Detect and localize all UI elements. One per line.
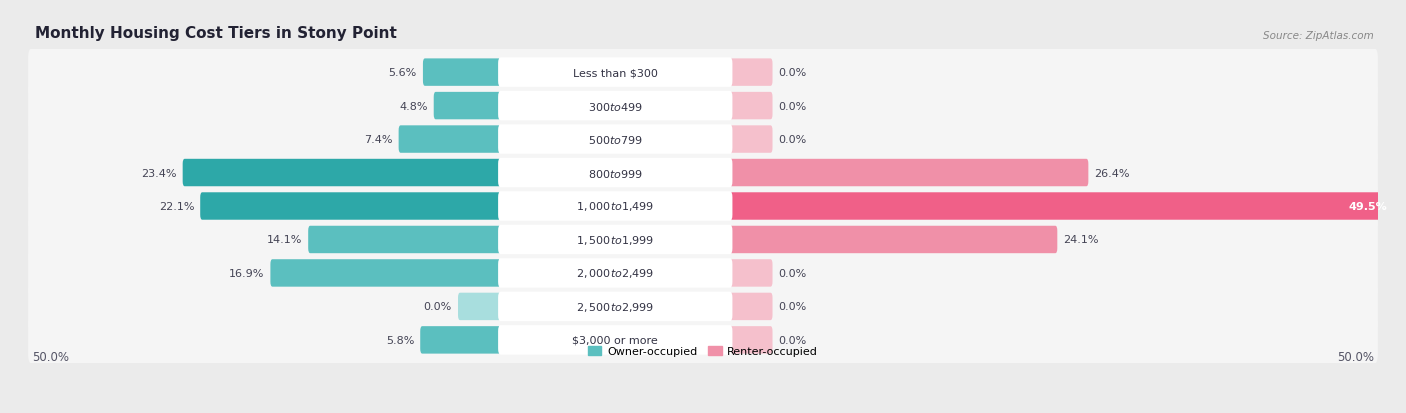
Text: 4.8%: 4.8% <box>399 101 427 112</box>
Text: 5.6%: 5.6% <box>388 68 416 78</box>
FancyBboxPatch shape <box>423 59 502 87</box>
FancyBboxPatch shape <box>728 93 772 120</box>
FancyBboxPatch shape <box>28 183 1378 230</box>
FancyBboxPatch shape <box>498 159 733 188</box>
Legend: Owner-occupied, Renter-occupied: Owner-occupied, Renter-occupied <box>583 342 823 361</box>
FancyBboxPatch shape <box>498 259 733 288</box>
FancyBboxPatch shape <box>433 93 502 120</box>
Text: $2,000 to $2,499: $2,000 to $2,499 <box>576 267 654 280</box>
FancyBboxPatch shape <box>728 193 1400 220</box>
Text: 23.4%: 23.4% <box>141 168 177 178</box>
FancyBboxPatch shape <box>728 260 772 287</box>
Text: 50.0%: 50.0% <box>1337 351 1374 363</box>
Text: $500 to $799: $500 to $799 <box>588 134 643 146</box>
FancyBboxPatch shape <box>498 292 733 321</box>
FancyBboxPatch shape <box>28 316 1378 364</box>
FancyBboxPatch shape <box>498 58 733 88</box>
Text: 26.4%: 26.4% <box>1094 168 1130 178</box>
FancyBboxPatch shape <box>498 125 733 154</box>
Text: 0.0%: 0.0% <box>779 101 807 112</box>
FancyBboxPatch shape <box>728 226 1057 254</box>
FancyBboxPatch shape <box>498 192 733 221</box>
Text: 14.1%: 14.1% <box>267 235 302 245</box>
FancyBboxPatch shape <box>728 293 772 320</box>
FancyBboxPatch shape <box>498 92 733 121</box>
FancyBboxPatch shape <box>728 159 1088 187</box>
FancyBboxPatch shape <box>420 326 502 354</box>
Text: 22.1%: 22.1% <box>159 202 194 211</box>
Text: Less than $300: Less than $300 <box>572 68 658 78</box>
Text: 0.0%: 0.0% <box>779 335 807 345</box>
FancyBboxPatch shape <box>308 226 502 254</box>
Text: $2,500 to $2,999: $2,500 to $2,999 <box>576 300 654 313</box>
FancyBboxPatch shape <box>200 193 502 220</box>
FancyBboxPatch shape <box>28 149 1378 197</box>
Text: 16.9%: 16.9% <box>229 268 264 278</box>
Text: 0.0%: 0.0% <box>779 301 807 312</box>
Text: 0.0%: 0.0% <box>779 68 807 78</box>
FancyBboxPatch shape <box>28 116 1378 164</box>
FancyBboxPatch shape <box>399 126 502 153</box>
Text: Source: ZipAtlas.com: Source: ZipAtlas.com <box>1263 31 1374 41</box>
FancyBboxPatch shape <box>183 159 502 187</box>
FancyBboxPatch shape <box>458 293 502 320</box>
FancyBboxPatch shape <box>28 249 1378 297</box>
FancyBboxPatch shape <box>728 326 772 354</box>
Text: $800 to $999: $800 to $999 <box>588 167 643 179</box>
FancyBboxPatch shape <box>28 82 1378 131</box>
FancyBboxPatch shape <box>498 225 733 254</box>
Text: 49.5%: 49.5% <box>1348 202 1388 211</box>
Text: 0.0%: 0.0% <box>423 301 451 312</box>
FancyBboxPatch shape <box>270 260 502 287</box>
FancyBboxPatch shape <box>728 126 772 153</box>
Text: $1,000 to $1,499: $1,000 to $1,499 <box>576 200 654 213</box>
Text: $1,500 to $1,999: $1,500 to $1,999 <box>576 233 654 247</box>
Text: $300 to $499: $300 to $499 <box>588 100 643 112</box>
Text: 50.0%: 50.0% <box>32 351 69 363</box>
Text: Monthly Housing Cost Tiers in Stony Point: Monthly Housing Cost Tiers in Stony Poin… <box>35 26 396 41</box>
Text: 5.8%: 5.8% <box>385 335 415 345</box>
Text: 0.0%: 0.0% <box>779 268 807 278</box>
Text: 0.0%: 0.0% <box>779 135 807 145</box>
FancyBboxPatch shape <box>728 59 772 87</box>
FancyBboxPatch shape <box>28 49 1378 97</box>
Text: 7.4%: 7.4% <box>364 135 392 145</box>
FancyBboxPatch shape <box>498 325 733 355</box>
Text: $3,000 or more: $3,000 or more <box>572 335 658 345</box>
FancyBboxPatch shape <box>28 282 1378 331</box>
FancyBboxPatch shape <box>28 216 1378 264</box>
Text: 24.1%: 24.1% <box>1063 235 1099 245</box>
